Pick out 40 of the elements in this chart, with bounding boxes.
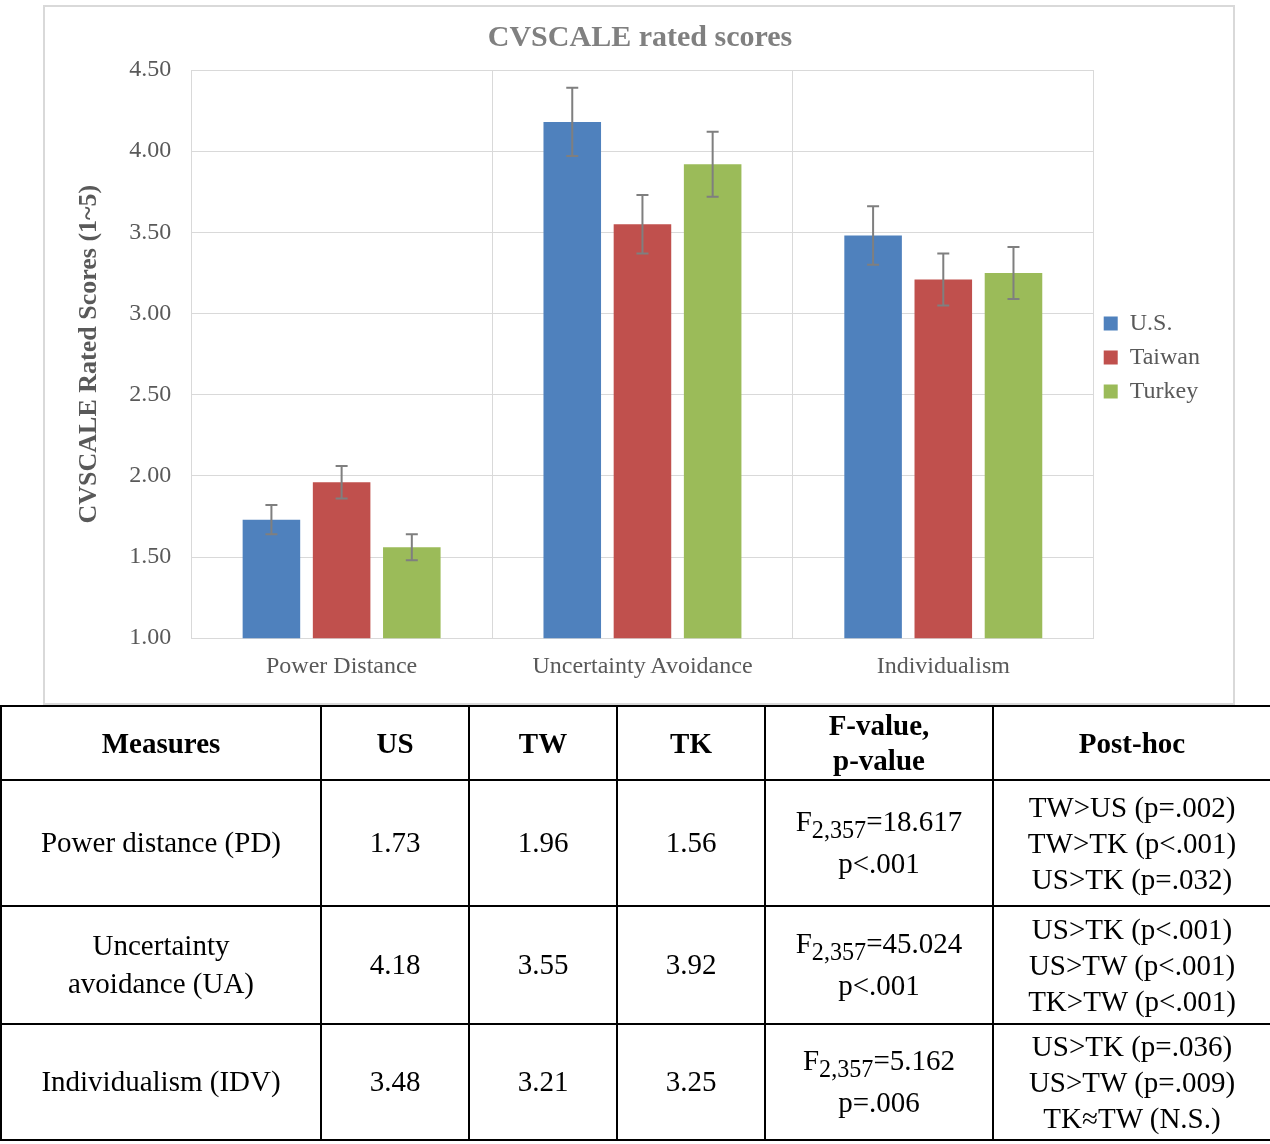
text: Post-hoc — [993, 706, 1270, 780]
text: 3.21 — [469, 1024, 617, 1140]
y-tick-label: 4.00 — [129, 136, 172, 163]
chart-title: CVSCALE rated scores — [487, 18, 793, 52]
text: Uncertainty avoidance (UA) — [1, 906, 321, 1024]
text: F$_{2,357}$=18.617 p<.001 — [765, 780, 993, 906]
text: Power distance (PD) — [1, 780, 321, 906]
text: 4.18 — [321, 906, 469, 1024]
text: US — [321, 706, 469, 780]
y-tick-label: 3.50 — [129, 217, 172, 244]
y-tick-label: 4.50 — [129, 55, 172, 82]
x-tick-label: Individualism — [876, 651, 1011, 678]
text: 3.48 — [321, 1024, 469, 1140]
text: 3.55 — [469, 906, 617, 1024]
legend-label: U.S. — [1129, 308, 1173, 335]
y-tick-label: 2.50 — [129, 379, 172, 406]
x-tick-label: Power Distance — [265, 651, 418, 678]
text: US>TK (p=.036) US>TW (p=.009) TK≈TW (N.S.) — [993, 1024, 1270, 1140]
y-tick-label: 2.00 — [129, 461, 172, 488]
text: F-value, p-value — [765, 706, 993, 780]
text: Individualism (IDV) — [1, 1024, 321, 1140]
text: TW — [469, 706, 617, 780]
text: TK — [617, 706, 765, 780]
x-tick-label: Uncertainty Avoidance — [532, 651, 753, 678]
text: 3.25 — [617, 1024, 765, 1140]
text: F$_{2,357}$=5.162 p=.006 — [765, 1024, 993, 1140]
y-axis-title: CVSCALE Rated Scores (1~5) — [73, 184, 103, 524]
text: 1.56 — [617, 780, 765, 906]
text: F$_{2,357}$=45.024 p<.001 — [765, 906, 993, 1024]
text: Measures — [1, 706, 321, 780]
text: US>TK (p<.001) US>TW (p<.001) TK>TW (p<.001) — [993, 906, 1270, 1024]
legend-label: Turkey — [1129, 376, 1199, 403]
text: TW>US (p=.002) TW>TK (p<.001) US>TK (p=.032) — [993, 780, 1270, 906]
text: 1.96 — [469, 780, 617, 906]
y-tick-label: 1.00 — [129, 623, 172, 650]
y-tick-label: 1.50 — [129, 542, 172, 569]
text: 1.73 — [321, 780, 469, 906]
y-tick-label: 3.00 — [129, 298, 172, 325]
text: 3.92 — [617, 906, 765, 1024]
legend-label: Taiwan — [1129, 342, 1201, 369]
